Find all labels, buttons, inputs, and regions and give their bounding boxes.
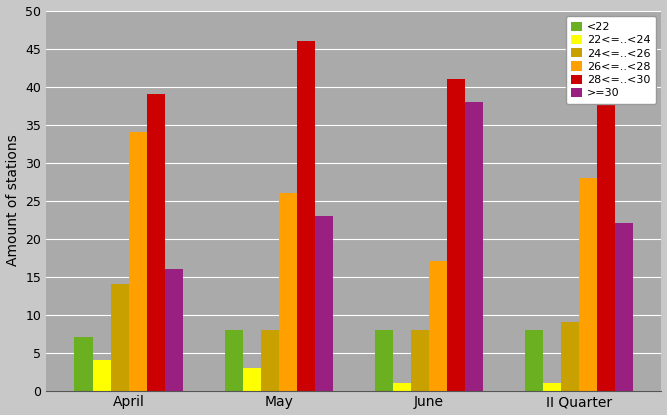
Bar [75, 337, 93, 391]
Bar [447, 79, 465, 391]
Bar [615, 223, 633, 391]
Bar [597, 41, 615, 391]
Bar [165, 269, 183, 391]
Bar [129, 132, 147, 391]
Bar [243, 368, 261, 391]
Bar [429, 261, 447, 391]
Bar [225, 330, 243, 391]
Bar [315, 216, 333, 391]
Bar [579, 178, 597, 391]
Bar [279, 193, 297, 391]
Bar [543, 383, 561, 391]
Bar [261, 330, 279, 391]
Bar [375, 330, 393, 391]
Bar [525, 330, 543, 391]
Bar [93, 360, 111, 391]
Bar [111, 284, 129, 391]
Bar [297, 41, 315, 391]
Bar [393, 383, 411, 391]
Y-axis label: Amount of stations: Amount of stations [5, 135, 19, 266]
Bar [411, 330, 429, 391]
Bar [465, 102, 483, 391]
Bar [561, 322, 579, 391]
Bar [147, 94, 165, 391]
Legend: <22, 22<=..<24, 24<=..<26, 26<=..<28, 28<=..<30, >=30: <22, 22<=..<24, 24<=..<26, 26<=..<28, 28… [566, 16, 656, 104]
